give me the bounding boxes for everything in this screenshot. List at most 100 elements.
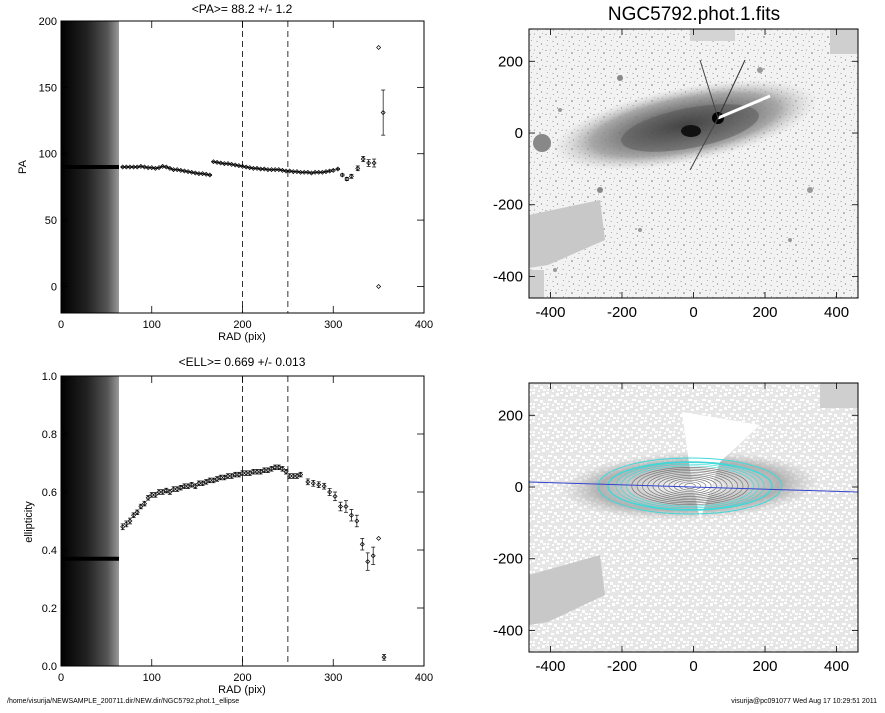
- pa-xlabel: RAD (pix): [218, 331, 266, 343]
- overlay-xtick-label: 0: [689, 658, 697, 675]
- image-xtick-label: -400: [535, 304, 565, 321]
- ell-data-point: [127, 518, 133, 524]
- ell-data-point: [131, 512, 137, 518]
- ellipse-overlay-image: [529, 383, 858, 652]
- pa-data-point: [167, 165, 173, 171]
- isophote-ellipse: [636, 468, 744, 504]
- ell-ytick-label: 0.2: [42, 603, 57, 615]
- image-ytick-label: -400: [493, 268, 523, 285]
- image-ytick-label: 0: [515, 125, 523, 142]
- overlay-xtick-label: 200: [753, 658, 778, 675]
- ell-data-point: [276, 464, 282, 470]
- ell-data-point: [178, 485, 184, 491]
- ell-data-points: [61, 464, 387, 661]
- ell-data-point: [343, 504, 349, 509]
- ell-data-point: [192, 483, 198, 489]
- ell-data-point: [152, 492, 158, 498]
- pa-data-point: [380, 110, 386, 116]
- ellipse-overlay-panel: -400 -200 0 200 400 -400 -200 0 200: [493, 382, 859, 675]
- overlay-ytick-label: 200: [498, 407, 523, 424]
- image-panel-title: NGC5792.phot.1.fits: [608, 4, 780, 25]
- ell-data-point: [145, 495, 151, 501]
- pa-data-point: [376, 45, 382, 51]
- ell-data-point: [354, 518, 360, 524]
- ell-data-point: [160, 489, 166, 495]
- footer-timestamp: visurija@pc091077 Wed Aug 17 10:29:51 20…: [731, 698, 877, 705]
- pa-plot-title: <PA>= 88.2 +/- 1.2: [192, 2, 293, 16]
- isophote-ellipse: [679, 481, 701, 491]
- ell-data-point: [258, 469, 264, 475]
- ell-data-point: [359, 541, 365, 547]
- ell-data-point: [236, 472, 242, 478]
- ell-xtick-label: 400: [415, 672, 433, 684]
- ell-ytick-label: 0.6: [42, 487, 57, 499]
- overlay-xtick-label: -200: [607, 658, 637, 675]
- ell-data-point: [332, 493, 338, 499]
- ell-data-point: [200, 480, 206, 486]
- image-xtick-label: 200: [753, 304, 778, 321]
- ell-data-point: [365, 559, 371, 565]
- pa-data-point: [339, 172, 345, 178]
- outer-isophote-ellipse-2: [597, 457, 783, 515]
- image-xtick-label: 400: [824, 304, 849, 321]
- ell-data-point: [185, 483, 191, 489]
- pa-ytick-label: 150: [39, 82, 57, 94]
- pa-ytick-label: 200: [39, 16, 57, 28]
- ell-data-point: [279, 466, 285, 472]
- pa-axis-ticks: 0 100 200 300 400 0 50 100 150 200: [39, 16, 434, 331]
- pa-xtick-label: 200: [233, 319, 251, 331]
- ell-data-point: [381, 654, 387, 660]
- pa-plot: <PA>= 88.2 +/- 1.2 0 100 200 300 400 0 50 100 15…: [17, 2, 433, 343]
- ell-data-point: [305, 479, 311, 485]
- pa-xtick-label: 400: [415, 319, 433, 331]
- ell-data-point: [298, 472, 304, 478]
- ell-plot-title: <ELL>= 0.669 +/- 0.013: [179, 355, 306, 369]
- ell-axis-ticks: 0 100 200 300 400 0.0 0.2 0.4 0.6 0.8 1.0: [42, 371, 433, 684]
- ell-xtick-label: 0: [58, 672, 64, 684]
- ell-data-point: [221, 475, 227, 480]
- ell-data-point: [189, 482, 195, 488]
- ell-xtick-label: 100: [143, 672, 161, 684]
- overlay-xtick-label: -400: [535, 658, 565, 675]
- ell-data-point: [316, 482, 322, 488]
- ellipticity-plot: <ELL>= 0.669 +/- 0.013 0 100 200 300 4000.00…: [23, 355, 433, 696]
- ell-ytick-label: 0.8: [42, 429, 57, 441]
- image-axis-ticks: -400 -200 0 200 400 -400 -200 0 200: [493, 29, 858, 321]
- ell-data-point: [370, 553, 376, 559]
- galaxy-image: [529, 29, 858, 298]
- pa-data-point: [360, 156, 366, 162]
- pa-data-point: [376, 283, 382, 289]
- pa-data-point: [355, 165, 361, 171]
- pa-data-point: [156, 165, 162, 171]
- isophote-ellipse: [626, 465, 754, 507]
- ell-data-point: [247, 470, 253, 476]
- ell-data-point: [283, 469, 289, 475]
- ell-data-point: [214, 476, 220, 482]
- major-axis-line: [529, 481, 858, 493]
- ell-ytick-label: 1.0: [42, 371, 57, 383]
- ell-data-point: [229, 473, 235, 479]
- pa-ytick-label: 50: [45, 215, 57, 227]
- image-ytick-label: -200: [493, 197, 523, 214]
- image-xtick-label: 0: [689, 304, 697, 321]
- ell-data-point: [210, 477, 216, 483]
- outer-isophote-ellipse: [607, 461, 773, 511]
- ell-data-point: [376, 535, 382, 541]
- ell-shaded-fan: [61, 376, 119, 666]
- ell-data-point: [338, 504, 344, 509]
- ell-data-point: [310, 480, 316, 486]
- pa-xtick-label: 300: [324, 319, 342, 331]
- ell-data-point: [265, 467, 271, 473]
- pa-ylabel: PA: [17, 159, 29, 174]
- ell-ylabel: ellipticity: [23, 501, 35, 543]
- pa-data-point: [330, 167, 336, 173]
- pa-data-point: [348, 173, 354, 179]
- pa-ytick-label: 100: [39, 149, 57, 161]
- footer-file-path: /home/visurija/NEWSAMPLE_200711.dir/NEW.…: [7, 698, 240, 705]
- ell-data-point: [167, 489, 173, 495]
- ell-data-point: [138, 504, 144, 509]
- isophote-ellipse: [641, 470, 739, 502]
- pa-xtick-label: 100: [143, 319, 161, 331]
- ell-data-point: [269, 466, 275, 472]
- galaxy-image-panel: NGC5792.phot.1.fits -400 -20: [493, 4, 859, 321]
